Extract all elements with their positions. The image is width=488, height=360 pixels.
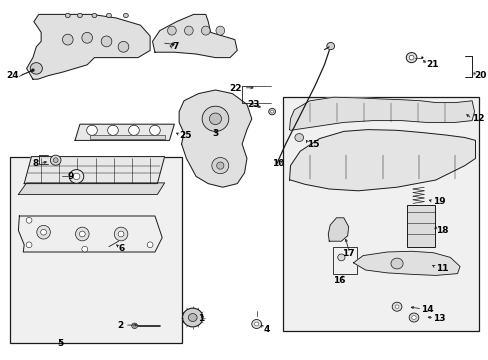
Ellipse shape	[202, 106, 228, 131]
Text: 22: 22	[229, 84, 242, 93]
Ellipse shape	[411, 315, 415, 320]
Ellipse shape	[31, 69, 34, 72]
Text: 21: 21	[425, 60, 438, 69]
Ellipse shape	[128, 125, 139, 135]
Ellipse shape	[107, 125, 118, 135]
Ellipse shape	[26, 217, 32, 223]
Polygon shape	[289, 97, 473, 130]
Text: 20: 20	[473, 71, 486, 80]
Text: 16: 16	[332, 276, 345, 285]
Ellipse shape	[184, 26, 193, 35]
Text: 14: 14	[420, 305, 433, 314]
Text: 1: 1	[198, 314, 203, 323]
Ellipse shape	[147, 242, 153, 248]
Ellipse shape	[62, 34, 73, 45]
Text: 11: 11	[435, 264, 447, 273]
Ellipse shape	[79, 231, 85, 237]
Ellipse shape	[182, 308, 203, 327]
Text: 8: 8	[32, 159, 39, 168]
Ellipse shape	[391, 302, 401, 311]
Ellipse shape	[337, 254, 345, 261]
Text: 13: 13	[432, 314, 445, 323]
Ellipse shape	[26, 242, 32, 248]
Ellipse shape	[188, 314, 197, 321]
Polygon shape	[75, 124, 174, 140]
Ellipse shape	[81, 32, 92, 43]
Ellipse shape	[69, 170, 83, 183]
Ellipse shape	[294, 134, 303, 141]
Text: 6: 6	[119, 244, 124, 253]
Ellipse shape	[118, 41, 128, 52]
Ellipse shape	[201, 26, 210, 35]
Polygon shape	[152, 14, 237, 58]
Ellipse shape	[75, 227, 89, 241]
Ellipse shape	[394, 305, 398, 309]
Ellipse shape	[30, 63, 42, 74]
Ellipse shape	[326, 42, 334, 50]
Ellipse shape	[408, 55, 413, 60]
Polygon shape	[179, 90, 251, 187]
Text: 5: 5	[57, 339, 63, 348]
Text: 17: 17	[342, 249, 354, 258]
Ellipse shape	[41, 229, 46, 235]
Text: 10: 10	[272, 159, 284, 168]
Ellipse shape	[254, 322, 258, 326]
Ellipse shape	[408, 313, 418, 322]
Ellipse shape	[77, 13, 82, 18]
Ellipse shape	[81, 246, 87, 252]
Ellipse shape	[118, 231, 123, 237]
Text: 4: 4	[264, 325, 270, 334]
Bar	[406, 205, 434, 247]
Text: 12: 12	[471, 114, 484, 123]
Bar	[10, 157, 181, 343]
Bar	[283, 97, 478, 331]
Bar	[89, 135, 164, 139]
Ellipse shape	[420, 57, 422, 59]
Ellipse shape	[73, 173, 80, 180]
Ellipse shape	[216, 162, 224, 169]
Ellipse shape	[209, 113, 221, 125]
Ellipse shape	[251, 320, 261, 328]
Ellipse shape	[123, 13, 128, 18]
Polygon shape	[19, 216, 162, 252]
Ellipse shape	[131, 323, 137, 328]
Ellipse shape	[149, 125, 160, 135]
Ellipse shape	[167, 26, 176, 35]
Ellipse shape	[37, 225, 50, 239]
Ellipse shape	[92, 13, 97, 18]
Ellipse shape	[133, 324, 136, 327]
Polygon shape	[289, 130, 474, 191]
Text: 18: 18	[435, 226, 447, 235]
Text: 23: 23	[246, 100, 259, 109]
Ellipse shape	[86, 125, 97, 135]
Ellipse shape	[268, 108, 275, 115]
Text: 19: 19	[432, 197, 445, 206]
Ellipse shape	[406, 53, 416, 63]
Polygon shape	[19, 183, 164, 194]
Text: 15: 15	[307, 140, 319, 149]
Ellipse shape	[53, 158, 58, 163]
Polygon shape	[26, 14, 150, 79]
Ellipse shape	[50, 155, 61, 165]
Text: 9: 9	[68, 172, 74, 181]
Text: 7: 7	[172, 42, 178, 51]
Bar	[332, 247, 357, 274]
Polygon shape	[24, 157, 164, 184]
Ellipse shape	[106, 13, 111, 18]
Ellipse shape	[211, 158, 228, 174]
Ellipse shape	[65, 13, 70, 18]
Text: 3: 3	[212, 129, 218, 138]
Text: 2: 2	[117, 321, 123, 330]
Ellipse shape	[171, 43, 174, 46]
Ellipse shape	[270, 110, 273, 113]
Text: 25: 25	[179, 131, 191, 140]
Text: 24: 24	[6, 71, 19, 80]
Ellipse shape	[114, 227, 127, 241]
Polygon shape	[353, 251, 459, 275]
Ellipse shape	[390, 258, 402, 269]
Ellipse shape	[216, 26, 224, 35]
Polygon shape	[327, 218, 348, 241]
Ellipse shape	[101, 36, 112, 47]
